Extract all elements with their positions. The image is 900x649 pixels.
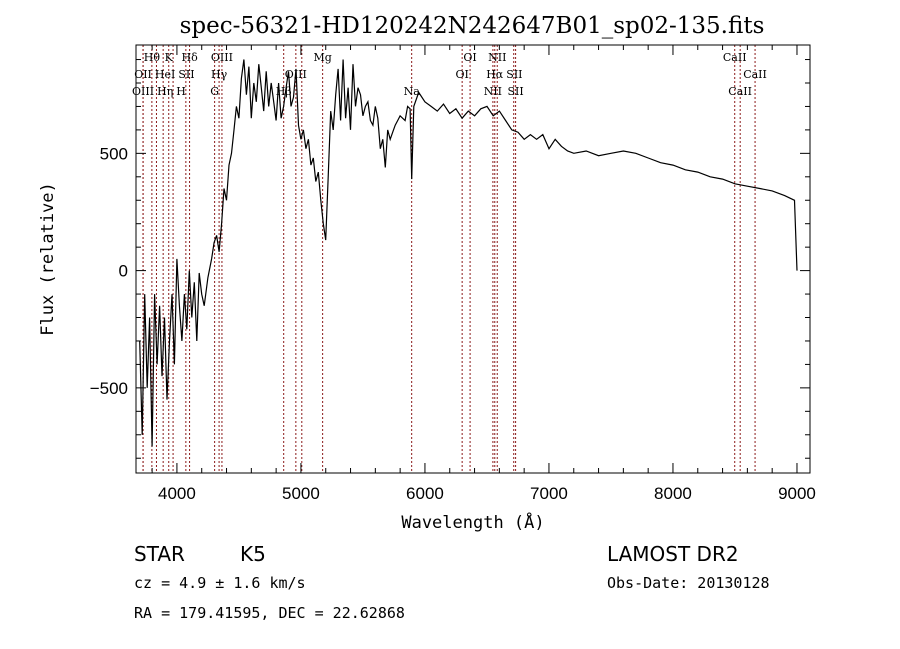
plot-frame: [135, 44, 811, 474]
x-tick-label: 6000: [406, 484, 444, 503]
x-tick-label: 8000: [654, 484, 692, 503]
y-tick-label: 500: [100, 144, 128, 163]
spectral-line-label: OIII: [132, 85, 154, 98]
spectral-line-label: OI: [456, 68, 469, 81]
spectral-line-label: Hδ: [182, 51, 199, 64]
spectral-line-label: SII: [506, 68, 522, 81]
x-tick-label: 5000: [282, 484, 320, 503]
obs-date: Obs-Date: 20130128: [607, 574, 770, 592]
spectral-line-label: G: [210, 85, 219, 98]
y-axis-label: Flux (relative): [38, 182, 58, 336]
x-tick-label: 4000: [158, 484, 196, 503]
spectrum-line: [139, 59, 798, 447]
chart-title: spec-56321-HD120242N242647B01_sp02-135.f…: [180, 13, 765, 39]
object-class: STAR: [134, 542, 185, 566]
spectral-line-label: Hα: [486, 68, 504, 81]
spectral-line-label: HeI: [155, 68, 175, 81]
spectral-line-label: SII: [178, 68, 194, 81]
spectral-line-label: SII: [508, 85, 524, 98]
survey-name: LAMOST DR2: [607, 542, 739, 566]
y-tick-label: −500: [90, 379, 128, 398]
spectral-line-label: Mg: [314, 51, 332, 64]
spectral-line-label: CaII: [728, 85, 752, 98]
spectral-line-label: H: [176, 85, 186, 98]
x-tick-label: 9000: [778, 484, 816, 503]
spectral-line-label: OIII: [211, 51, 233, 64]
spectral-line-label: CaII: [743, 68, 767, 81]
spectral-line-label: CaII: [723, 51, 747, 64]
spectral-line-label: K: [165, 51, 174, 64]
spectral-line-label: NII: [488, 51, 506, 64]
spectral-line-label: Hη: [157, 85, 173, 98]
ra-dec: RA = 179.41595, DEC = 22.62868: [134, 604, 405, 622]
x-axis-label: Wavelength (Å): [401, 511, 544, 533]
spectral-line-label: NII: [484, 85, 502, 98]
object-subclass: K5: [240, 542, 266, 566]
spectral-line-label: Hγ: [211, 68, 228, 81]
spectral-line-label: OII: [134, 68, 152, 81]
axis-ticks: 4000 5000 6000 7000 8000 9000 −500 0 500: [90, 45, 816, 503]
spectral-line-label: Na: [404, 85, 421, 98]
y-tick-label: 0: [119, 262, 128, 281]
redshift-cz: cz = 4.9 ± 1.6 km/s: [134, 574, 306, 592]
x-tick-label: 7000: [530, 484, 568, 503]
spectral-line-label: Hθ: [144, 51, 161, 64]
spectral-line-label: OI: [463, 51, 476, 64]
